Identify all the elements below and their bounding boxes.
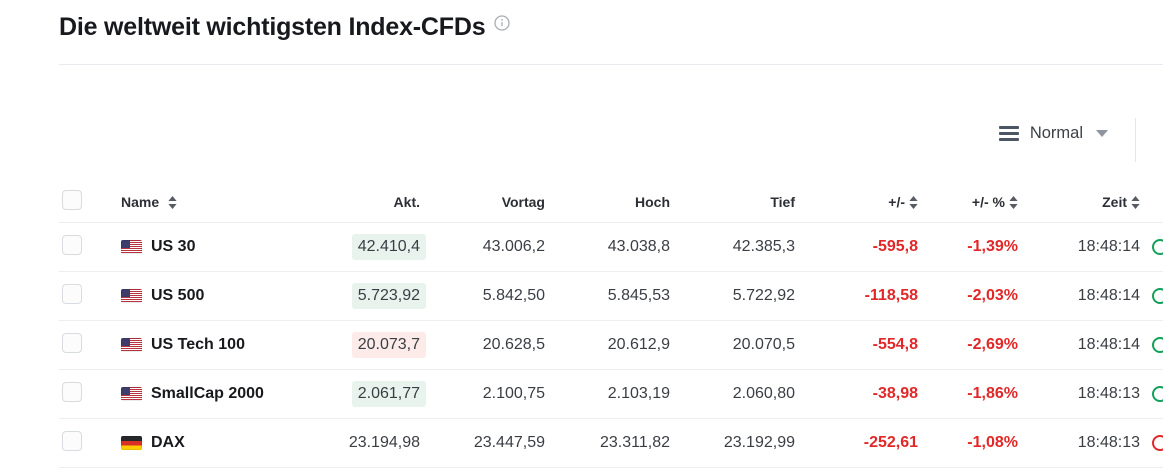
us-flag-icon bbox=[121, 240, 142, 254]
instrument-link[interactable]: US Tech 100 bbox=[151, 336, 245, 353]
day-high: 43.038,8 bbox=[607, 238, 670, 255]
prev-close: 20.628,5 bbox=[482, 336, 545, 353]
realtime-indicator-icon bbox=[1152, 435, 1163, 451]
last-price: 5.723,92 bbox=[351, 283, 426, 309]
header-vortag: Vortag bbox=[501, 194, 545, 210]
header-chg[interactable]: +/- bbox=[795, 194, 918, 210]
prev-close: 2.100,75 bbox=[482, 385, 545, 402]
instrument-link[interactable]: US 30 bbox=[151, 238, 196, 255]
realtime-indicator-icon bbox=[1152, 386, 1163, 402]
us-flag-icon bbox=[121, 387, 142, 401]
table-row: US 30 42.410,4 43.006,2 43.038,8 42.385,… bbox=[59, 223, 1163, 272]
row-checkbox[interactable] bbox=[62, 283, 82, 304]
change-pct: -1,86% bbox=[967, 385, 1018, 402]
change-pct: -2,03% bbox=[967, 287, 1018, 304]
header-zeit[interactable]: Zeit bbox=[1018, 194, 1140, 210]
change-abs: -38,98 bbox=[872, 385, 918, 402]
realtime-indicator-icon bbox=[1152, 239, 1163, 255]
table-row: US 500 5.723,92 5.842,50 5.845,53 5.722,… bbox=[59, 272, 1163, 321]
quote-time: 18:48:13 bbox=[1077, 434, 1140, 451]
realtime-indicator-icon bbox=[1152, 337, 1163, 353]
day-low: 2.060,80 bbox=[732, 385, 795, 402]
sort-icon bbox=[1009, 195, 1018, 209]
change-pct: -2,69% bbox=[967, 336, 1018, 353]
quote-time: 18:48:13 bbox=[1077, 385, 1140, 402]
sort-icon bbox=[168, 195, 177, 209]
change-abs: -595,8 bbox=[872, 238, 918, 255]
day-low: 42.385,3 bbox=[732, 238, 795, 255]
index-cfd-table: Name Akt. Vortag Hoch Tief +/- +/- % Zei… bbox=[59, 182, 1163, 468]
quote-time: 18:48:14 bbox=[1077, 238, 1140, 255]
day-low: 23.192,99 bbox=[723, 434, 795, 451]
day-high: 23.311,82 bbox=[600, 434, 670, 451]
row-checkbox[interactable] bbox=[62, 332, 82, 353]
table-row: DAX 23.194,98 23.447,59 23.311,82 23.192… bbox=[59, 419, 1163, 468]
row-checkbox[interactable] bbox=[62, 234, 82, 255]
day-low: 20.070,5 bbox=[732, 336, 795, 353]
table-row: US Tech 100 20.073,7 20.628,5 20.612,9 2… bbox=[59, 321, 1163, 370]
header-akt: Akt. bbox=[393, 194, 420, 210]
header-hoch: Hoch bbox=[635, 194, 670, 210]
sort-icon bbox=[909, 195, 918, 209]
last-price: 2.061,77 bbox=[351, 381, 426, 407]
last-price: 20.073,7 bbox=[351, 332, 426, 358]
sort-icon bbox=[1131, 195, 1140, 209]
info-icon[interactable] bbox=[494, 15, 511, 36]
us-flag-icon bbox=[121, 289, 142, 303]
instrument-link[interactable]: US 500 bbox=[151, 287, 205, 304]
change-abs: -252,61 bbox=[863, 434, 918, 451]
change-abs: -118,58 bbox=[864, 287, 918, 304]
quote-time: 18:48:14 bbox=[1077, 287, 1140, 304]
header-row: Name Akt. Vortag Hoch Tief +/- +/- % Zei… bbox=[59, 182, 1163, 223]
day-high: 5.845,53 bbox=[607, 287, 670, 304]
change-pct: -1,08% bbox=[967, 434, 1018, 451]
prev-close: 23.447,59 bbox=[473, 434, 545, 451]
instrument-link[interactable]: DAX bbox=[151, 434, 185, 451]
toolbar-divider bbox=[1135, 118, 1136, 162]
header-name[interactable]: Name bbox=[104, 194, 294, 210]
prev-close: 5.842,50 bbox=[482, 287, 545, 304]
quote-time: 18:48:14 bbox=[1077, 336, 1140, 353]
title-divider bbox=[59, 64, 1163, 65]
density-label: Normal bbox=[1029, 124, 1083, 142]
header-chg-pct[interactable]: +/- % bbox=[918, 194, 1018, 210]
page-header: Die weltweit wichtigsten Index-CFDs bbox=[59, 12, 511, 42]
header-tief: Tief bbox=[770, 194, 795, 210]
de-flag-icon bbox=[121, 436, 142, 450]
us-flag-icon bbox=[121, 338, 142, 352]
table-row: SmallCap 2000 2.061,77 2.100,75 2.103,19… bbox=[59, 370, 1163, 419]
prev-close: 43.006,2 bbox=[482, 238, 545, 255]
density-selector[interactable]: Normal bbox=[998, 124, 1108, 143]
realtime-indicator-icon bbox=[1152, 288, 1163, 304]
change-pct: -1,39% bbox=[967, 238, 1018, 255]
last-price: 23.194,98 bbox=[348, 434, 420, 451]
day-high: 2.103,19 bbox=[607, 385, 670, 402]
list-density-icon bbox=[998, 126, 1019, 141]
page-title: Die weltweit wichtigsten Index-CFDs bbox=[59, 13, 486, 41]
select-all-checkbox[interactable] bbox=[62, 189, 82, 210]
day-high: 20.612,9 bbox=[607, 336, 670, 353]
row-checkbox[interactable] bbox=[62, 430, 82, 451]
day-low: 5.722,92 bbox=[732, 287, 795, 304]
instrument-link[interactable]: SmallCap 2000 bbox=[151, 385, 264, 402]
row-checkbox[interactable] bbox=[62, 381, 82, 402]
change-abs: -554,8 bbox=[872, 336, 918, 353]
chevron-down-icon bbox=[1096, 130, 1108, 137]
last-price: 42.410,4 bbox=[351, 234, 426, 260]
